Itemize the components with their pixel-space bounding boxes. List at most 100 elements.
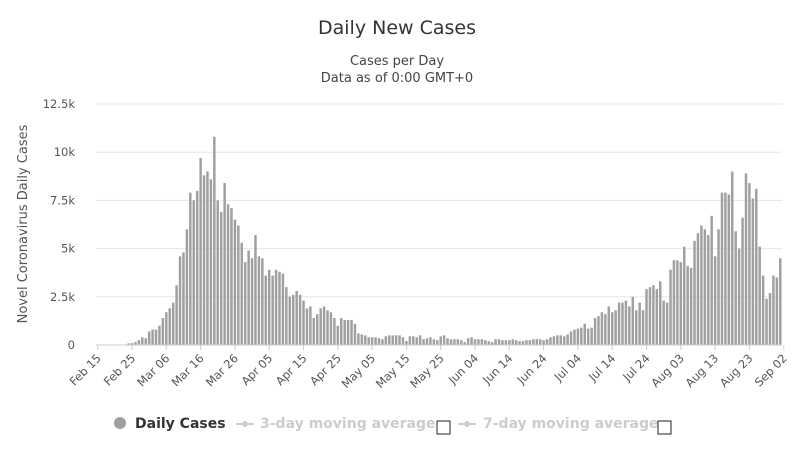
bar[interactable] — [528, 340, 532, 345]
bar[interactable] — [617, 302, 621, 345]
bar[interactable] — [388, 335, 391, 345]
bar[interactable] — [648, 287, 652, 345]
legend-item-3day-average[interactable]: 3-day moving average — [236, 416, 451, 435]
bar[interactable] — [367, 337, 370, 345]
bar[interactable] — [237, 225, 240, 345]
bar[interactable] — [171, 302, 175, 345]
bar[interactable] — [418, 335, 422, 345]
bar[interactable] — [240, 242, 244, 345]
bar[interactable] — [381, 339, 384, 345]
bar[interactable] — [672, 260, 676, 345]
bar[interactable] — [209, 179, 213, 345]
bar[interactable] — [326, 310, 329, 345]
bar[interactable] — [772, 275, 775, 345]
bar[interactable] — [439, 336, 442, 345]
bar[interactable] — [731, 171, 734, 345]
bar[interactable] — [514, 340, 518, 345]
bar[interactable] — [158, 325, 161, 345]
bar[interactable] — [127, 343, 130, 345]
bar[interactable] — [264, 275, 268, 345]
bar[interactable] — [357, 333, 360, 345]
bar[interactable] — [665, 302, 669, 345]
bar[interactable] — [329, 312, 333, 345]
bar[interactable] — [446, 338, 449, 345]
bar[interactable] — [336, 325, 340, 345]
bar[interactable] — [535, 339, 538, 345]
bar[interactable] — [765, 298, 768, 345]
bar[interactable] — [480, 339, 484, 345]
bar[interactable] — [178, 256, 182, 345]
bar[interactable] — [686, 265, 689, 345]
bar[interactable] — [724, 192, 727, 345]
bar[interactable] — [751, 198, 755, 345]
bar[interactable] — [710, 215, 713, 345]
bar[interactable] — [161, 318, 165, 345]
bar[interactable] — [185, 229, 189, 345]
bar[interactable] — [422, 339, 425, 345]
legend-item-7day-average[interactable]: 7-day moving average — [458, 416, 672, 435]
bar[interactable] — [659, 281, 662, 345]
bar[interactable] — [436, 340, 439, 345]
bar[interactable] — [291, 294, 295, 345]
bar[interactable] — [442, 335, 446, 345]
bar[interactable] — [755, 188, 758, 345]
bar[interactable] — [288, 296, 292, 345]
bar[interactable] — [679, 262, 683, 345]
bar[interactable] — [281, 273, 285, 345]
bar[interactable] — [340, 318, 343, 345]
bar[interactable] — [405, 341, 408, 345]
bar[interactable] — [305, 308, 309, 345]
bar[interactable] — [130, 343, 134, 345]
bar[interactable] — [333, 318, 336, 345]
bar[interactable] — [525, 340, 528, 345]
bar[interactable] — [569, 331, 573, 346]
legend-checkbox-3day-average[interactable] — [436, 420, 451, 435]
bar[interactable] — [189, 192, 192, 345]
bar[interactable] — [549, 337, 552, 345]
bar[interactable] — [624, 300, 628, 345]
bar[interactable] — [703, 229, 707, 345]
bar[interactable] — [134, 342, 137, 345]
bar[interactable] — [261, 258, 264, 345]
bar[interactable] — [230, 208, 233, 345]
bar[interactable] — [346, 319, 350, 345]
bar[interactable] — [604, 314, 607, 345]
bar[interactable] — [593, 318, 597, 345]
bar[interactable] — [727, 194, 731, 345]
bar[interactable] — [583, 323, 587, 345]
bar[interactable] — [432, 339, 436, 345]
bar[interactable] — [689, 267, 693, 345]
bar[interactable] — [274, 269, 278, 345]
bar[interactable] — [696, 233, 700, 345]
bar[interactable] — [734, 231, 737, 345]
bar[interactable] — [151, 329, 154, 345]
bar[interactable] — [484, 340, 487, 345]
bar[interactable] — [662, 300, 665, 345]
bar[interactable] — [521, 341, 525, 345]
bar[interactable] — [748, 183, 751, 345]
bar[interactable] — [226, 204, 230, 345]
bar[interactable] — [257, 256, 261, 345]
bar[interactable] — [590, 327, 593, 345]
bar[interactable] — [473, 339, 477, 345]
bar[interactable] — [538, 339, 542, 345]
bar[interactable] — [556, 335, 559, 345]
bar[interactable] — [322, 306, 326, 345]
bar[interactable] — [713, 256, 717, 345]
bar[interactable] — [497, 339, 501, 345]
bar[interactable] — [580, 327, 583, 345]
bar[interactable] — [542, 340, 545, 345]
bar[interactable] — [460, 340, 463, 345]
bar[interactable] — [758, 246, 761, 345]
bar[interactable] — [631, 296, 635, 345]
bar[interactable] — [175, 285, 178, 345]
bar[interactable] — [213, 136, 216, 345]
bar[interactable] — [717, 229, 720, 345]
bar[interactable] — [638, 302, 641, 345]
bar[interactable] — [195, 190, 199, 345]
bar[interactable] — [168, 308, 171, 345]
bar[interactable] — [370, 337, 374, 345]
bar[interactable] — [669, 269, 672, 345]
bar[interactable] — [233, 219, 237, 345]
bar[interactable] — [415, 337, 418, 345]
